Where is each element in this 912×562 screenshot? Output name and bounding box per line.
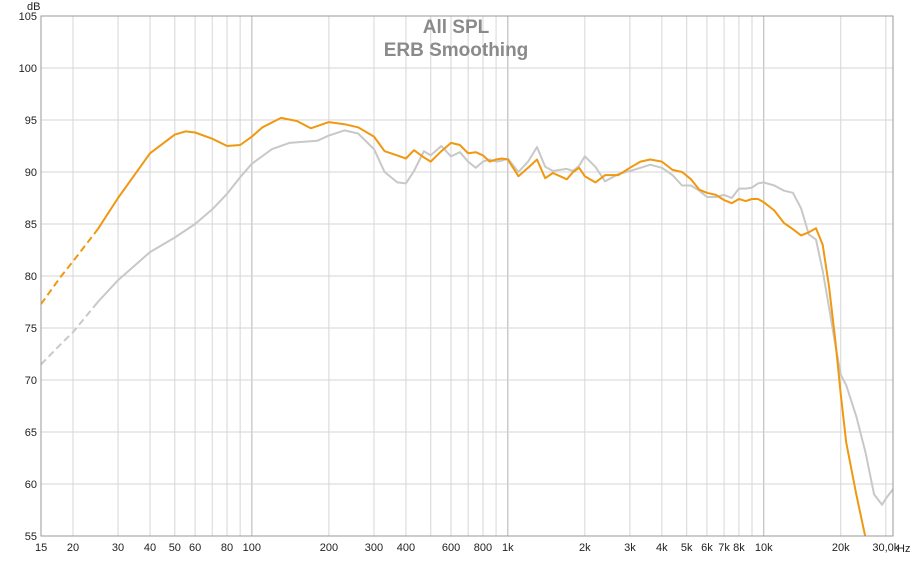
y-tick-label: 60 bbox=[25, 479, 37, 491]
chart-title: All SPL bbox=[423, 17, 490, 38]
y-tick-label: 105 bbox=[19, 11, 37, 23]
x-tick-label: 5k bbox=[681, 542, 693, 554]
x-tick-label: 20 bbox=[67, 542, 79, 554]
orange-series-dashed bbox=[41, 228, 99, 305]
x-tick-label: 30,0k bbox=[872, 542, 899, 554]
y-tick-label: 70 bbox=[25, 375, 37, 387]
x-tick-label: 8k bbox=[733, 542, 745, 554]
x-tick-label: 600 bbox=[442, 542, 460, 554]
x-tick-label: 2k bbox=[579, 542, 591, 554]
x-tick-label: 800 bbox=[474, 542, 492, 554]
x-tick-label: 20k bbox=[832, 542, 850, 554]
y-axis-unit: dB bbox=[27, 1, 40, 13]
gray-series-dashed bbox=[41, 301, 99, 366]
grid-layer bbox=[41, 15, 893, 537]
series-layer bbox=[41, 116, 893, 536]
x-tick-label: 200 bbox=[320, 542, 338, 554]
x-tick-label: 400 bbox=[397, 542, 415, 554]
x-tick-label: 7k bbox=[718, 542, 730, 554]
x-tick-label: 60 bbox=[189, 542, 201, 554]
y-tick-label: 65 bbox=[25, 427, 37, 439]
orange-series-line bbox=[96, 116, 867, 536]
x-tick-label: 100 bbox=[243, 542, 261, 554]
x-tick-label: 3k bbox=[624, 542, 636, 554]
x-tick-label: 6k bbox=[701, 542, 713, 554]
label-layer: All SPL ERB Smoothing dB Hz 55 60 65 70 75 80… bbox=[19, 1, 911, 555]
x-tick-label: 1k bbox=[502, 542, 514, 554]
x-tick-label: 15 bbox=[35, 542, 47, 554]
gray-series-line bbox=[96, 129, 893, 506]
y-tick-label: 55 bbox=[25, 531, 37, 543]
x-tick-label: 10k bbox=[755, 542, 773, 554]
x-tick-label: 80 bbox=[221, 542, 233, 554]
x-tick-label: 300 bbox=[365, 542, 383, 554]
x-tick-label: 30 bbox=[112, 542, 124, 554]
y-tick-label: 100 bbox=[19, 63, 37, 75]
x-tick-label: 50 bbox=[169, 542, 181, 554]
x-tick-label: 40 bbox=[144, 542, 156, 554]
y-tick-label: 95 bbox=[25, 115, 37, 127]
chart-subtitle: ERB Smoothing bbox=[384, 40, 529, 61]
plot-frame bbox=[40, 15, 894, 537]
y-tick-label: 85 bbox=[25, 219, 37, 231]
y-tick-label: 90 bbox=[25, 167, 37, 179]
y-tick-label: 80 bbox=[25, 271, 37, 283]
x-axis-unit: Hz bbox=[897, 543, 910, 555]
x-tick-label: 4k bbox=[656, 542, 668, 554]
y-tick-label: 75 bbox=[25, 323, 37, 335]
